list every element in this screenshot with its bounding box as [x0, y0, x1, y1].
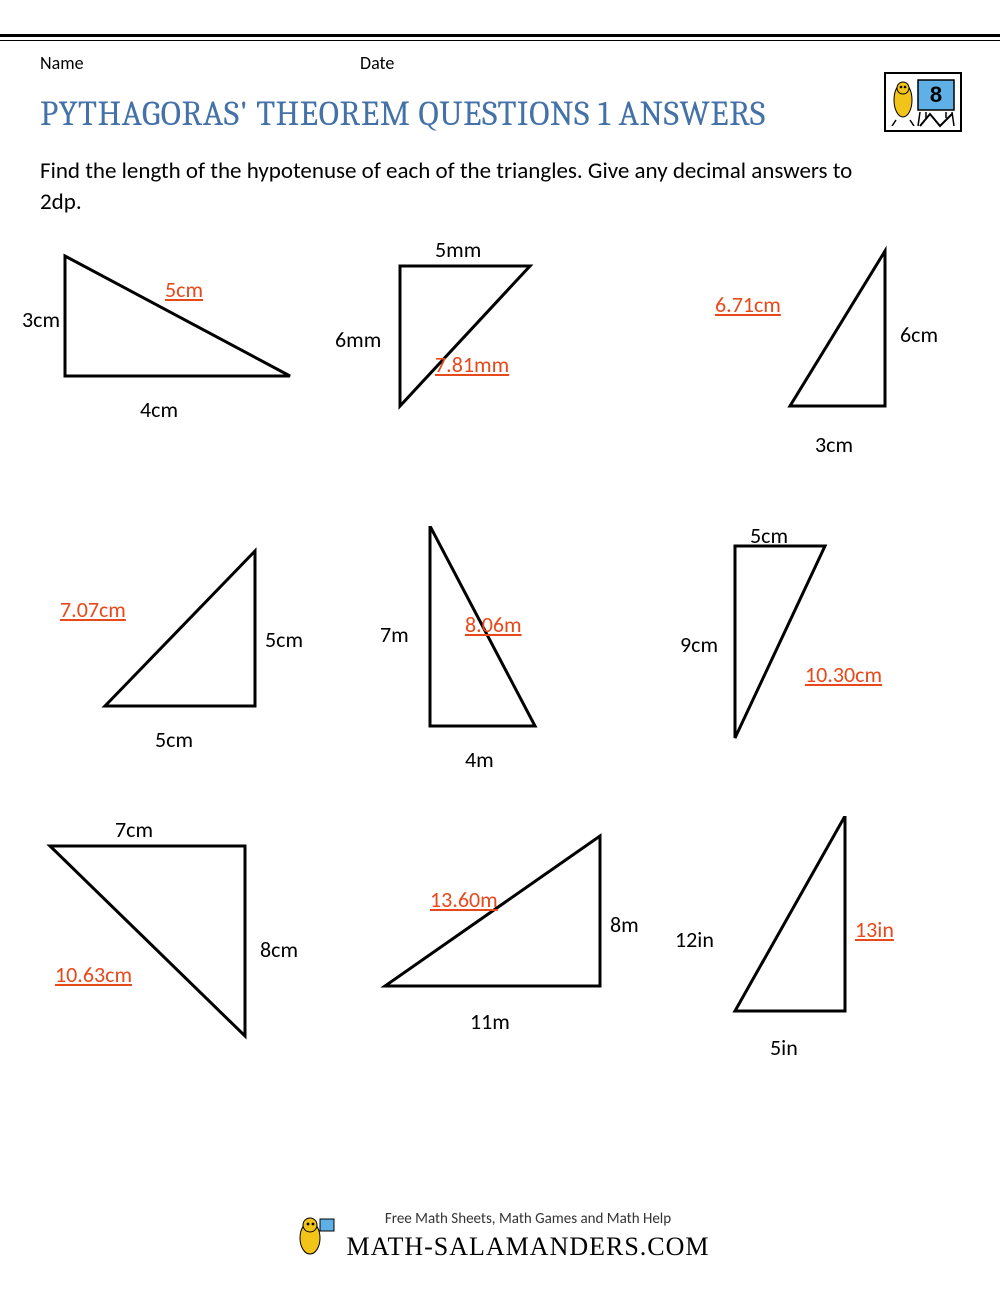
hypotenuse-answer: 10.30cm: [805, 661, 882, 688]
hypotenuse-answer: 13in: [855, 916, 894, 943]
side-label: 5cm: [155, 726, 193, 753]
date-label: Date: [360, 52, 394, 74]
side-label: 5in: [770, 1034, 798, 1061]
name-date-row: Name Date: [40, 52, 960, 74]
triangle-shape: [30, 236, 340, 496]
side-label: 3cm: [22, 306, 60, 333]
side-label: 12in: [675, 926, 714, 953]
side-label: 6cm: [900, 321, 938, 348]
side-label: 6mm: [335, 326, 381, 353]
triangle-cell-1: 3cm4cm5cm: [30, 236, 340, 516]
side-label: 7m: [380, 621, 409, 648]
triangle-cell-6: 5cm9cm10.30cm: [650, 526, 960, 806]
hypotenuse-answer: 13.60m: [430, 886, 498, 913]
hypotenuse-answer: 10.63cm: [55, 961, 132, 988]
footer-salamander-icon: [290, 1213, 336, 1259]
page-rule-thin: [0, 40, 1000, 41]
side-label: 8m: [610, 911, 639, 938]
footer-brand: MATH-SALAMANDERS.COM: [346, 1232, 709, 1262]
hypotenuse-answer: 7.07cm: [60, 596, 126, 623]
triangle-shape: [340, 816, 650, 1076]
side-label: 4m: [465, 746, 494, 773]
triangle-cell-7: 7cm 8cm 10.63cm: [30, 816, 340, 1096]
hypotenuse-answer: 8.06m: [465, 611, 522, 638]
salamander-icon: [890, 80, 916, 126]
triangle-shape: [650, 236, 960, 496]
hypotenuse-answer: 6.71cm: [715, 291, 781, 318]
chalkboard-icon: 8: [916, 78, 956, 128]
page-footer: Free Math Sheets, Math Games and Math He…: [0, 1210, 1000, 1264]
hypotenuse-answer: 5cm: [165, 276, 203, 303]
side-label: 8cm: [260, 936, 298, 963]
side-label: 9cm: [680, 631, 718, 658]
page-content: Name Date PYTHAGORAS' THEOREM QUESTIONS …: [40, 52, 960, 218]
name-label: Name: [40, 52, 360, 74]
triangle-cell-3: 6cm 3cm 6.71cm: [650, 236, 960, 516]
triangle-cell-9: 12in 5in 13in: [650, 816, 960, 1096]
triangle-shape: [340, 526, 650, 786]
side-label: 5mm: [435, 236, 481, 263]
triangle-cell-2: 5mm6mm7.81mm: [340, 236, 650, 516]
page-title: PYTHAGORAS' THEOREM QUESTIONS 1 ANSWERS: [40, 94, 960, 134]
side-label: 4cm: [140, 396, 178, 423]
side-label: 3cm: [815, 431, 853, 458]
side-label: 7cm: [115, 816, 153, 843]
instructions-text: Find the length of the hypotenuse of eac…: [40, 156, 880, 218]
hypotenuse-answer: 7.81mm: [435, 351, 509, 378]
badge-number: 8: [930, 82, 942, 107]
side-label: 5cm: [265, 626, 303, 653]
side-label: 11m: [470, 1008, 510, 1035]
triangle-cell-5: 7m 4m 8.06m: [340, 526, 650, 806]
side-label: 5cm: [750, 522, 788, 549]
triangle-cell-4: 5cm 5cm 7.07cm: [30, 526, 340, 806]
footer-logo-row: Free Math Sheets, Math Games and Math He…: [290, 1210, 709, 1262]
page-rule-thick: [0, 34, 1000, 37]
triangle-cell-8: 8m 11m 13.60m: [340, 816, 650, 1096]
grade-badge: 8: [884, 72, 962, 132]
footer-tagline: Free Math Sheets, Math Games and Math He…: [346, 1210, 709, 1228]
